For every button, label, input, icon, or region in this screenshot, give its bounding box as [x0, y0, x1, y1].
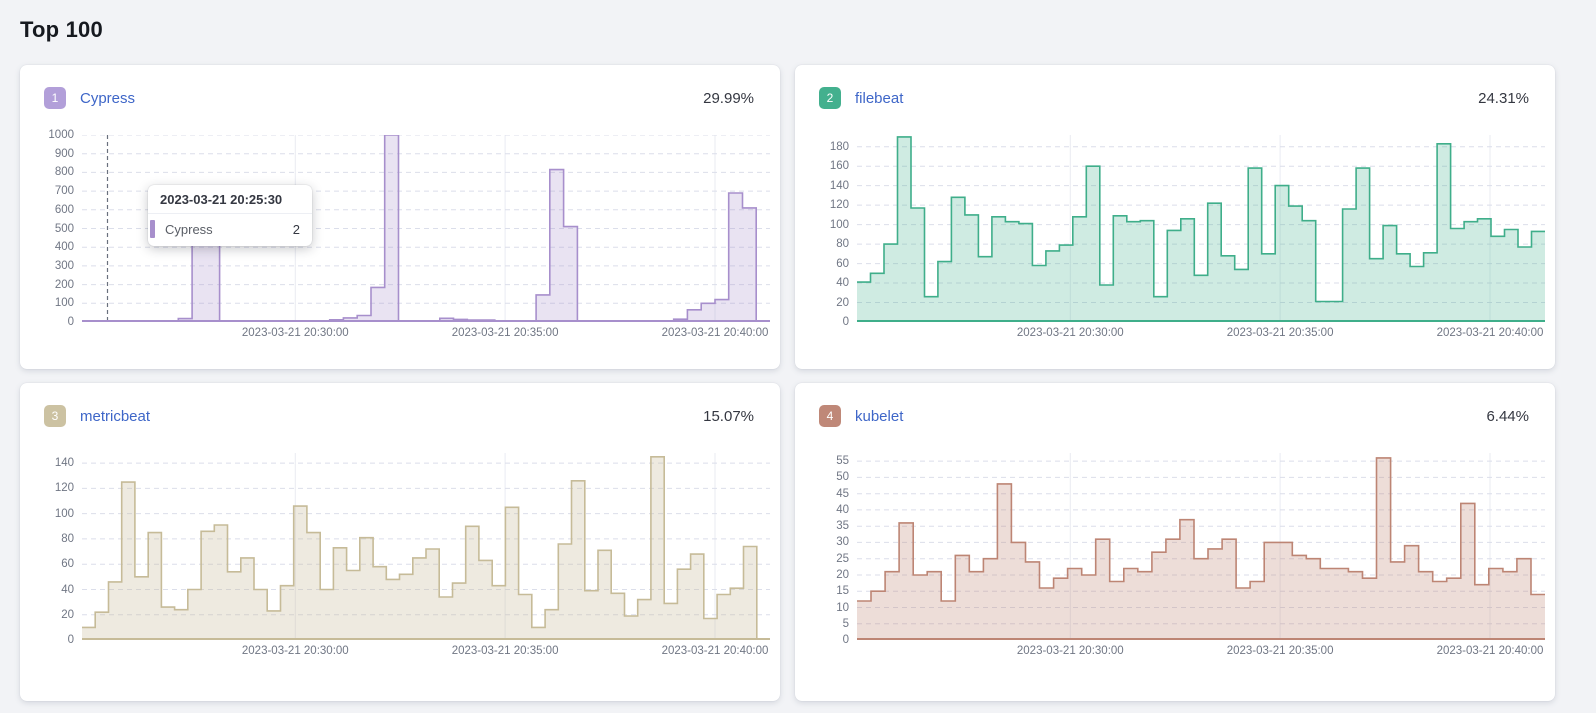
y-tick-label: 5	[842, 617, 849, 630]
y-tick-label: 40	[836, 277, 849, 289]
y-tick-label: 10	[836, 601, 849, 614]
x-tick-label: 2023-03-21 20:30:00	[1016, 327, 1124, 339]
y-tick-label: 30	[836, 536, 849, 549]
y-tick-label: 55	[836, 455, 849, 468]
y-tick-label: 400	[54, 241, 74, 254]
chart-card-kubelet: 4 kubelet 6.44% 0 5 10 15 20 25 30 35 40 45 50 55 2…	[795, 383, 1555, 701]
series-link-kubelet[interactable]: kubelet	[855, 407, 904, 425]
rank-badge: 3	[44, 405, 66, 427]
series-color-marker	[150, 220, 155, 238]
y-tick-label: 900	[54, 147, 74, 160]
chart-filebeat[interactable]: 0 20 40 60 80 100 120 140 160 180 2023-03-21 20:3…	[819, 135, 1545, 344]
y-tick-label: 120	[54, 482, 74, 495]
y-tick-label: 0	[67, 634, 74, 646]
x-tick-label: 2023-03-21 20:35:00	[451, 645, 559, 657]
y-tick-label: 100	[54, 297, 74, 310]
series-link-cypress[interactable]: Cypress	[80, 89, 136, 107]
rank-badge: 2	[819, 87, 841, 109]
percent-value: 15.07%	[703, 407, 754, 425]
y-tick-label: 45	[836, 487, 849, 500]
y-tick-label: 40	[836, 503, 849, 516]
y-tick-label: 300	[54, 259, 74, 272]
y-tick-label: 700	[54, 185, 74, 198]
card-header: 4 kubelet 6.44%	[819, 405, 1545, 427]
y-axis: 0 20 40 60 80 100 120 140 160 180	[819, 135, 849, 328]
page-title: Top 100	[20, 17, 103, 42]
y-tick-label: 25	[836, 552, 849, 565]
percent-value: 24.31%	[1478, 89, 1529, 107]
rank-badge: 4	[819, 405, 841, 427]
y-tick-label: 100	[54, 507, 74, 520]
plot-area[interactable]	[857, 453, 1545, 640]
x-tick-label: 2023-03-21 20:40:00	[661, 327, 769, 339]
card-header: 3 metricbeat 15.07%	[44, 405, 770, 427]
y-tick-label: 20	[836, 569, 849, 581]
card-header: 1 Cypress 29.99%	[44, 87, 770, 109]
y-tick-label: 180	[829, 140, 849, 153]
series-link-metricbeat[interactable]: metricbeat	[80, 407, 151, 425]
area-step-chart[interactable]	[857, 453, 1545, 640]
y-tick-label: 140	[829, 179, 849, 192]
x-tick-label: 2023-03-21 20:30:00	[241, 327, 349, 339]
area-step-chart[interactable]	[82, 453, 770, 640]
area-step-chart[interactable]	[857, 135, 1545, 322]
y-tick-label: 500	[54, 222, 74, 235]
x-tick-label: 2023-03-21 20:40:00	[661, 645, 769, 657]
y-tick-label: 20	[836, 296, 849, 309]
y-tick-label: 800	[54, 166, 74, 179]
x-axis: 2023-03-21 20:30:00 2023-03-21 20:35:00 20…	[82, 322, 770, 344]
x-tick-label: 2023-03-21 20:35:00	[451, 327, 559, 339]
chart-card-cypress: 1 Cypress 29.99% 0 100 200 300 400 500 600 700 8…	[20, 65, 780, 369]
y-tick-label: 0	[842, 634, 849, 646]
plot-area[interactable]	[857, 135, 1545, 322]
y-tick-label: 0	[842, 316, 849, 328]
y-tick-label: 600	[54, 203, 74, 216]
y-tick-label: 160	[829, 160, 849, 173]
y-tick-label: 60	[61, 558, 74, 571]
percent-value: 6.44%	[1486, 407, 1529, 425]
x-tick-label: 2023-03-21 20:35:00	[1226, 645, 1334, 657]
y-tick-label: 80	[61, 532, 74, 545]
series-link-filebeat[interactable]: filebeat	[855, 89, 904, 107]
y-tick-label: 15	[836, 585, 849, 598]
tooltip-series-value: 2	[292, 221, 300, 237]
plot-area[interactable]	[82, 453, 770, 640]
y-tick-label: 40	[61, 583, 74, 596]
percent-value: 29.99%	[703, 89, 754, 107]
tooltip-series-name: Cypress	[165, 221, 213, 237]
tooltip-row: Cypress 2	[148, 214, 312, 246]
y-tick-label: 80	[836, 238, 849, 251]
x-tick-label: 2023-03-21 20:40:00	[1436, 327, 1544, 339]
y-axis: 0 100 200 300 400 500 600 700 800 900 1000	[44, 129, 74, 328]
x-tick-label: 2023-03-21 20:35:00	[1226, 327, 1334, 339]
y-tick-label: 1000	[48, 129, 74, 141]
y-tick-label: 0	[67, 316, 74, 328]
cards-grid: 1 Cypress 29.99% 0 100 200 300 400 500 600 700 8…	[0, 65, 1596, 701]
y-tick-label: 120	[829, 199, 849, 212]
y-tick-label: 140	[54, 457, 74, 470]
chart-kubelet[interactable]: 0 5 10 15 20 25 30 35 40 45 50 55 2023-03-21 20:30:…	[819, 453, 1545, 662]
x-tick-label: 2023-03-21 20:30:00	[241, 645, 349, 657]
tooltip-timestamp: 2023-03-21 20:25:30	[148, 185, 312, 214]
x-axis: 2023-03-21 20:30:00 2023-03-21 20:35:00 20…	[857, 322, 1545, 344]
y-tick-label: 100	[829, 218, 849, 231]
y-axis: 0 5 10 15 20 25 30 35 40 45 50 55	[819, 453, 849, 646]
y-tick-label: 20	[61, 608, 74, 621]
card-header: 2 filebeat 24.31%	[819, 87, 1545, 109]
y-axis: 0 20 40 60 80 100 120 140	[44, 453, 74, 646]
x-axis: 2023-03-21 20:30:00 2023-03-21 20:35:00 20…	[857, 640, 1545, 662]
rank-badge: 1	[44, 87, 66, 109]
y-tick-label: 200	[54, 278, 74, 291]
x-axis: 2023-03-21 20:30:00 2023-03-21 20:35:00 20…	[82, 640, 770, 662]
chart-card-filebeat: 2 filebeat 24.31% 0 20 40 60 80 100 120 140 160 1…	[795, 65, 1555, 369]
chart-metricbeat[interactable]: 0 20 40 60 80 100 120 140 2023-03-21 20:30:00 20…	[44, 453, 770, 662]
chart-card-metricbeat: 3 metricbeat 15.07% 0 20 40 60 80 100 120 140 2…	[20, 383, 780, 701]
y-tick-label: 50	[836, 471, 849, 484]
y-tick-label: 60	[836, 257, 849, 270]
x-tick-label: 2023-03-21 20:30:00	[1016, 645, 1124, 657]
y-tick-label: 35	[836, 520, 849, 533]
x-tick-label: 2023-03-21 20:40:00	[1436, 645, 1544, 657]
chart-tooltip: 2023-03-21 20:25:30 Cypress 2	[148, 185, 312, 246]
